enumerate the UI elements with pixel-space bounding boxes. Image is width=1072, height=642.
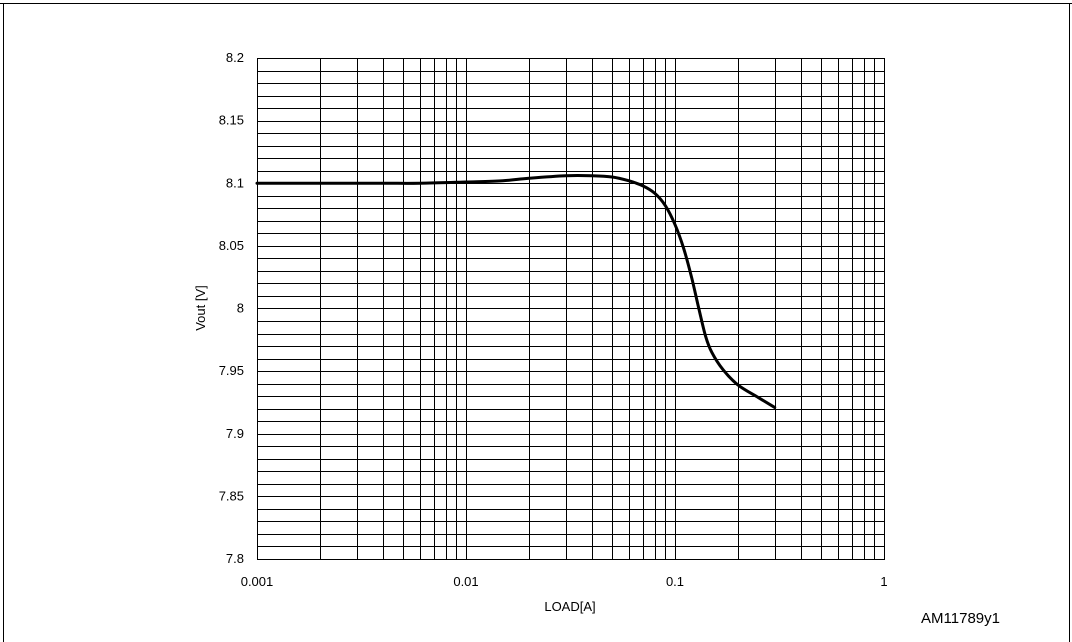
y-tick-label: 8.05 [219,238,244,253]
y-tick-label: 8.1 [226,175,244,190]
x-tick-label: 0.1 [666,574,684,589]
y-tick-label: 8.2 [226,50,244,65]
y-axis-title: Vout [V] [193,285,208,331]
x-axis-tick-labels: 0.001 0.01 0.1 1 [241,574,888,589]
x-tick-label: 0.01 [453,574,478,589]
series-layer [255,173,777,409]
grid [257,58,885,560]
y-tick-label: 8 [237,301,244,316]
y-axis-tick-labels: 7.8 7.85 7.9 7.95 8 8.05 8.1 8.15 8.2 [219,50,244,566]
figure-identifier: AM11789y1 [921,610,1000,627]
vout-curve [255,173,777,409]
y-tick-label: 7.95 [219,363,244,378]
x-axis-title: LOAD[A] [544,599,595,614]
x-tick-label: 1 [880,574,887,589]
y-tick-label: 7.8 [226,551,244,566]
plot-border-rect [257,58,885,560]
y-tick-label: 8.15 [219,113,244,128]
y-tick-label: 7.9 [226,426,244,441]
plot-area-border [257,58,885,560]
x-tick-label: 0.001 [241,574,274,589]
y-tick-label: 7.85 [219,488,244,503]
